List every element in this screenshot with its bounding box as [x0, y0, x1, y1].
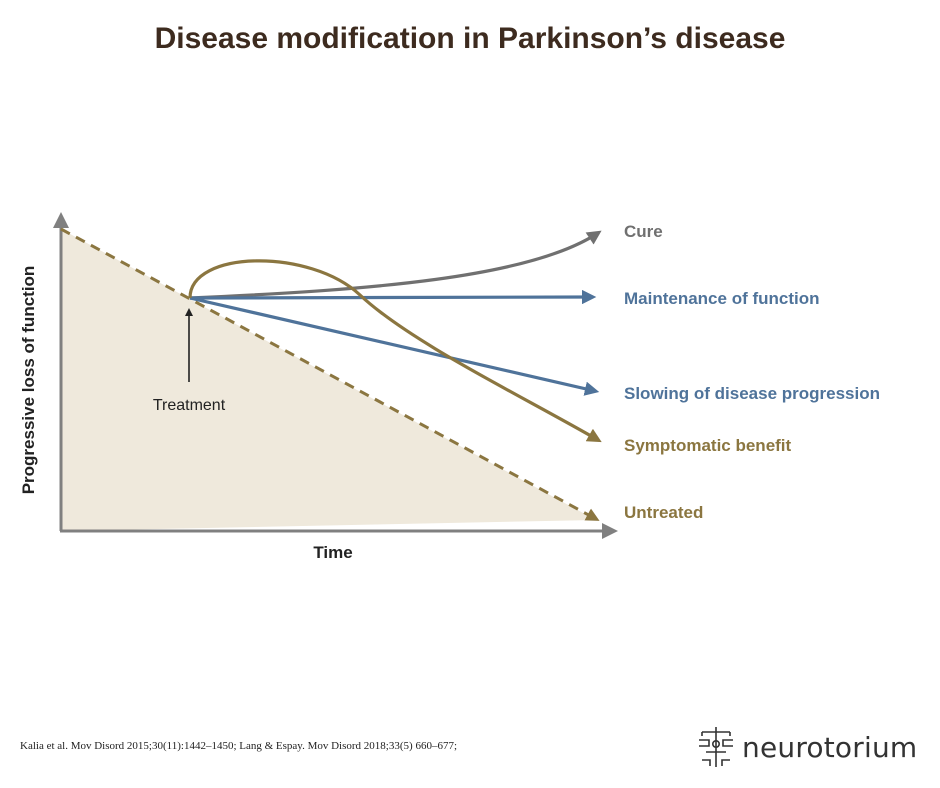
slowing-line — [189, 296, 600, 396]
y-axis-arrowhead — [53, 212, 69, 228]
treatment-label: Treatment — [153, 397, 226, 414]
neurotorium-logo: neurotorium — [696, 722, 917, 772]
x-axis-label: Time — [313, 543, 352, 562]
maintenance-line — [189, 289, 597, 305]
x-axis-arrowhead — [602, 523, 618, 539]
cure-label: Cure — [624, 222, 663, 241]
y-axis-label: Progressive loss of function — [19, 266, 38, 495]
slowing-label: Slowing of disease progression — [624, 384, 880, 403]
neurotorium-logo-icon — [699, 727, 733, 767]
untreated-label: Untreated — [624, 503, 703, 522]
page-title: Disease modification in Parkinson’s dise… — [154, 22, 786, 55]
untreated-shaded-area — [61, 229, 596, 531]
symptomatic-curve — [188, 259, 602, 443]
cure-curve — [189, 230, 602, 300]
symptomatic-label: Symptomatic benefit — [624, 436, 792, 455]
citation-footnote: Kalia et al. Mov Disord 2015;30(11):1442… — [20, 740, 457, 752]
maintenance-label: Maintenance of function — [624, 289, 820, 308]
neurotorium-logo-text: neurotorium — [742, 730, 918, 764]
